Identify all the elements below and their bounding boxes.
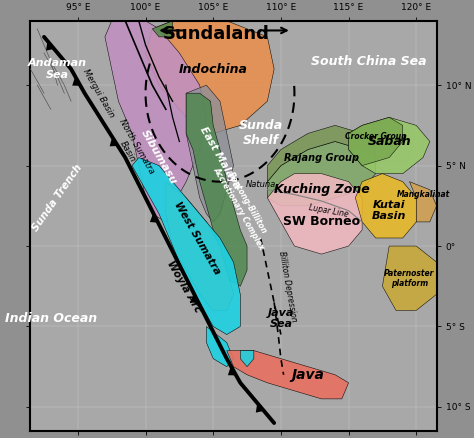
Text: Crocker Group: Crocker Group — [345, 132, 407, 141]
Text: Rajang Group: Rajang Group — [284, 152, 359, 162]
Polygon shape — [228, 366, 236, 375]
Text: East Malaya: East Malaya — [198, 125, 242, 191]
Polygon shape — [72, 77, 81, 86]
Text: Natuna: Natuna — [246, 180, 276, 189]
Text: SW Borneo: SW Borneo — [283, 215, 360, 228]
Text: Mergui Basin: Mergui Basin — [81, 67, 116, 119]
Text: Sunda
Shelf: Sunda Shelf — [238, 120, 283, 148]
Polygon shape — [348, 117, 430, 173]
Text: Andaman
Sea: Andaman Sea — [28, 58, 87, 80]
Text: South China Sea: South China Sea — [311, 54, 427, 67]
Text: Mangkalihat: Mangkalihat — [396, 190, 450, 199]
Text: Bentong-Billiton
Accretionary Complex: Bentong-Billiton Accretionary Complex — [211, 160, 275, 251]
Polygon shape — [191, 293, 199, 303]
Polygon shape — [348, 117, 403, 166]
Polygon shape — [152, 21, 173, 37]
Polygon shape — [227, 350, 348, 399]
Text: Billiton Depression: Billiton Depression — [277, 250, 298, 322]
Text: Java
Sea: Java Sea — [268, 307, 294, 329]
Text: Woyla Arc: Woyla Arc — [164, 258, 202, 314]
Text: Paternoster
platform: Paternoster platform — [384, 268, 435, 288]
Text: Java: Java — [292, 368, 324, 382]
Polygon shape — [240, 350, 254, 367]
Polygon shape — [186, 85, 234, 222]
Text: Lupar Line: Lupar Line — [308, 203, 349, 219]
Polygon shape — [105, 21, 207, 222]
Polygon shape — [132, 158, 240, 335]
Text: Indochina: Indochina — [179, 63, 247, 76]
Polygon shape — [186, 93, 247, 286]
Polygon shape — [207, 326, 234, 367]
Polygon shape — [150, 213, 158, 223]
Polygon shape — [256, 403, 264, 413]
Polygon shape — [383, 246, 437, 311]
Polygon shape — [109, 137, 118, 146]
Text: Sabah: Sabah — [367, 135, 411, 148]
Text: West Sumatra: West Sumatra — [172, 200, 222, 276]
Text: Indian Ocean: Indian Ocean — [5, 312, 97, 325]
Polygon shape — [410, 182, 437, 222]
Polygon shape — [267, 125, 376, 182]
Polygon shape — [267, 141, 376, 206]
Polygon shape — [166, 182, 234, 311]
Polygon shape — [46, 41, 54, 51]
Polygon shape — [146, 21, 274, 134]
Polygon shape — [267, 173, 362, 254]
Text: Sunda Trench: Sunda Trench — [31, 162, 84, 233]
Polygon shape — [356, 173, 416, 238]
Text: Sibumasu: Sibumasu — [139, 128, 179, 187]
Text: North Sumatra
Basin: North Sumatra Basin — [108, 118, 156, 181]
Text: Kutai
Basin: Kutai Basin — [372, 200, 406, 222]
Text: Sundaland: Sundaland — [163, 25, 269, 42]
Text: Kuching Zone: Kuching Zone — [273, 183, 369, 196]
